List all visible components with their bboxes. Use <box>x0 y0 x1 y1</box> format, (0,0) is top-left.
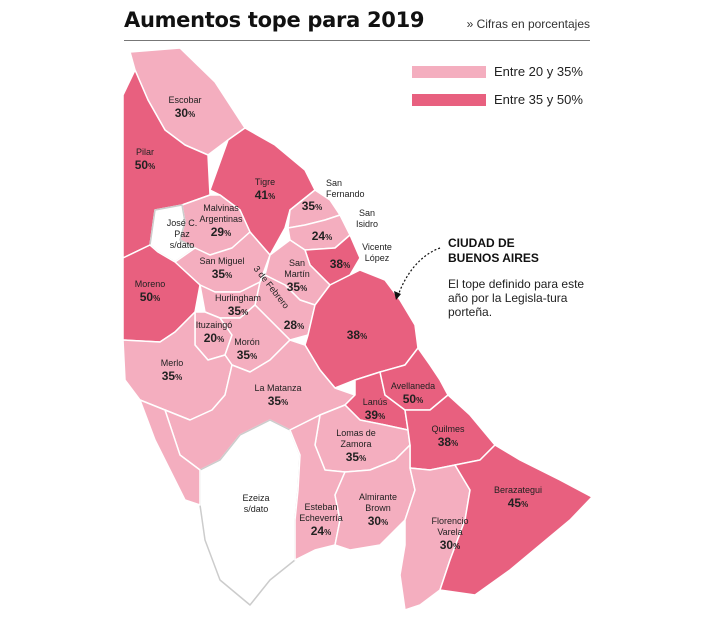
legend-label-high: Entre 35 y 50% <box>494 92 583 107</box>
district-label-vicente-lopez: Vicente López <box>362 242 392 263</box>
district-label-florencio-varela: Florencio Varela 30% <box>431 516 469 552</box>
land-strip-south <box>139 399 201 506</box>
district-label-berazategui: Berazategui 45% <box>493 485 543 510</box>
district-avellaneda[interactable] <box>379 347 449 411</box>
district-label-merlo: Merlo 35% <box>160 358 184 383</box>
district-label-almirante-brown: Almirante Brown 30% <box>358 492 397 528</box>
district-value-san-fernando: 35% <box>301 199 323 213</box>
district-label-hurlingham: Hurlingham 35% <box>214 293 262 318</box>
district-value-3-de-febrero: 28% <box>283 318 305 332</box>
district-value-vicente-lopez: 38% <box>329 257 351 271</box>
district-label-escobar: Escobar 30% <box>168 95 202 120</box>
callout-arrow <box>397 247 441 297</box>
callout-arrowhead <box>394 291 401 300</box>
district-label-tigre: Tigre 41% <box>254 177 276 202</box>
district-label-esteban-echeverria: Esteban Echeverría 24% <box>299 502 343 538</box>
legend-item-low: Entre 20 y 35% <box>412 64 583 79</box>
district-label-san-isidro: San Isidro <box>355 208 378 229</box>
legend-swatch-high <box>412 93 486 106</box>
district-label-san-martin: San Martín 35% <box>284 258 310 294</box>
district-label-lanus: Lanús 39% <box>362 397 388 422</box>
callout-text: El tope definido para este año por la Le… <box>448 277 585 319</box>
legend-swatch-low <box>412 65 486 78</box>
callout-title: CIUDAD DE BUENOS AIRES <box>448 236 539 265</box>
district-label-ituzaingo: Ituzaingó 20% <box>195 320 233 345</box>
district-label-jose-c-paz: José C. Paz s/dato <box>166 218 198 250</box>
district-value-caba: 38% <box>346 328 368 342</box>
district-label-la-matanza: La Matanza 35% <box>254 383 302 408</box>
title-divider <box>124 40 590 41</box>
page-title: Aumentos tope para 2019 <box>124 8 425 32</box>
units-note: » Cifras en porcentajes <box>466 17 590 31</box>
district-value-san-isidro: 24% <box>311 229 333 243</box>
district-label-pilar: Pilar 50% <box>134 147 156 172</box>
district-label-moreno: Moreno 50% <box>134 279 166 304</box>
district-label-lomas-de-zamora: Lomas de Zamora 35% <box>336 428 376 464</box>
district-label-avellaneda: Avellaneda 50% <box>390 381 436 406</box>
district-label-moron: Morón 35% <box>234 337 260 362</box>
legend-label-low: Entre 20 y 35% <box>494 64 583 79</box>
district-label-malvinas-argentinas: Malvinas Argentinas 29% <box>199 203 243 239</box>
district-label-quilmes: Quilmes 38% <box>431 424 465 449</box>
district-berazategui[interactable] <box>439 444 593 596</box>
district-label-ezeiza: Ezeiza s/dato <box>242 493 270 514</box>
legend-item-high: Entre 35 y 50% <box>412 92 583 107</box>
district-label-san-miguel: San Miguel 35% <box>199 256 245 281</box>
district-label-san-fernando: San Fernando <box>326 178 365 199</box>
